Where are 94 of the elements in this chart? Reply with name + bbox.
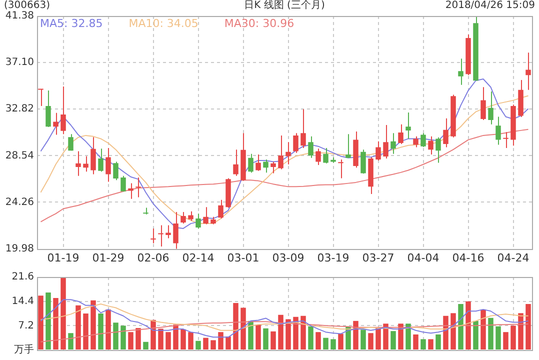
bar [466,301,471,350]
x-tick-label: 04-24 [497,251,530,264]
bar [226,336,231,350]
bar [443,316,448,350]
bar [188,332,194,350]
bar [166,332,171,350]
bar [353,320,358,350]
candlestick [38,88,44,106]
bar [203,338,208,350]
bar [46,292,51,350]
y-tick-label: 28.54 [5,150,34,162]
x-tick-label: 01-29 [92,251,124,264]
x-tick-label: 02-06 [137,251,170,264]
bar [293,316,298,350]
x-tick-label: 04-04 [407,251,440,264]
bar [196,340,201,350]
x-tick-label: 03-27 [362,251,394,264]
bar [286,319,291,350]
x-tick-label: 03-09 [272,251,304,264]
y-tick-label: 24.26 [5,196,34,208]
y-tick-label: 19.98 [5,243,34,254]
bar [518,313,524,350]
bar [428,339,434,350]
text: (300663) [4,0,50,11]
x-tick-label: 04-16 [452,251,484,264]
bar [316,332,321,350]
bar [98,314,104,350]
text: MA5: 32.85 [40,16,103,30]
y-tick-label: 41.38 [5,10,34,22]
bar [173,324,178,350]
bar [233,303,238,350]
bar [158,328,164,350]
bar [240,308,246,350]
bar [128,332,134,350]
bar [436,334,441,350]
y-tick-label: 32.82 [5,104,34,115]
x-tick-label: 02-14 [182,251,214,264]
bar [263,328,268,350]
y-tick-label: 7.2 [18,320,34,332]
bar [68,333,74,350]
y-tick-label: 14.4 [12,296,34,307]
bar [53,298,58,350]
candlestick [166,224,171,239]
bar [480,309,486,350]
bar [256,324,261,350]
bar [338,334,344,350]
bar [210,340,216,350]
bar [488,318,494,350]
bar [420,339,426,350]
bar [60,277,66,350]
bar [308,326,314,350]
x-tick-label: 03-01 [227,251,260,264]
x-tick-label: 03-19 [317,251,350,264]
y-tick-label: 21.6 [12,272,34,283]
bar [106,309,111,350]
bar [413,334,418,350]
bar [300,316,306,350]
bar [136,328,141,350]
bar [376,327,381,350]
bar [38,296,44,350]
chart-title: 日K 线图 (三个月) [244,0,325,11]
text: MA30: 30.96 [224,16,294,30]
bar [76,305,81,350]
y-tick-label: 37.10 [5,57,34,68]
bar [323,338,328,350]
bar [120,326,126,350]
bar [330,339,336,350]
bar [83,314,88,350]
bar [278,314,284,350]
bar [458,304,464,350]
candlestick [458,58,464,86]
bar [496,326,501,350]
x-tick-label: 01-19 [47,251,80,264]
bar [473,320,478,350]
bar [113,322,118,350]
bar [406,324,411,350]
bar [368,333,374,350]
bar [390,331,396,350]
bar [143,342,148,350]
bar [360,330,366,350]
bar [450,313,456,350]
bar [270,331,276,350]
bar [218,332,224,350]
bar [90,300,96,350]
bar [526,304,531,350]
bar [503,332,508,350]
bar [510,326,516,350]
text: MA10: 34.05 [128,16,198,30]
bar [248,320,254,350]
text: 2018/04/26 15:09 [445,0,535,12]
bar [398,324,404,350]
bar [383,324,388,350]
y-tick-label: 万手 [14,344,34,356]
bar [180,329,186,350]
